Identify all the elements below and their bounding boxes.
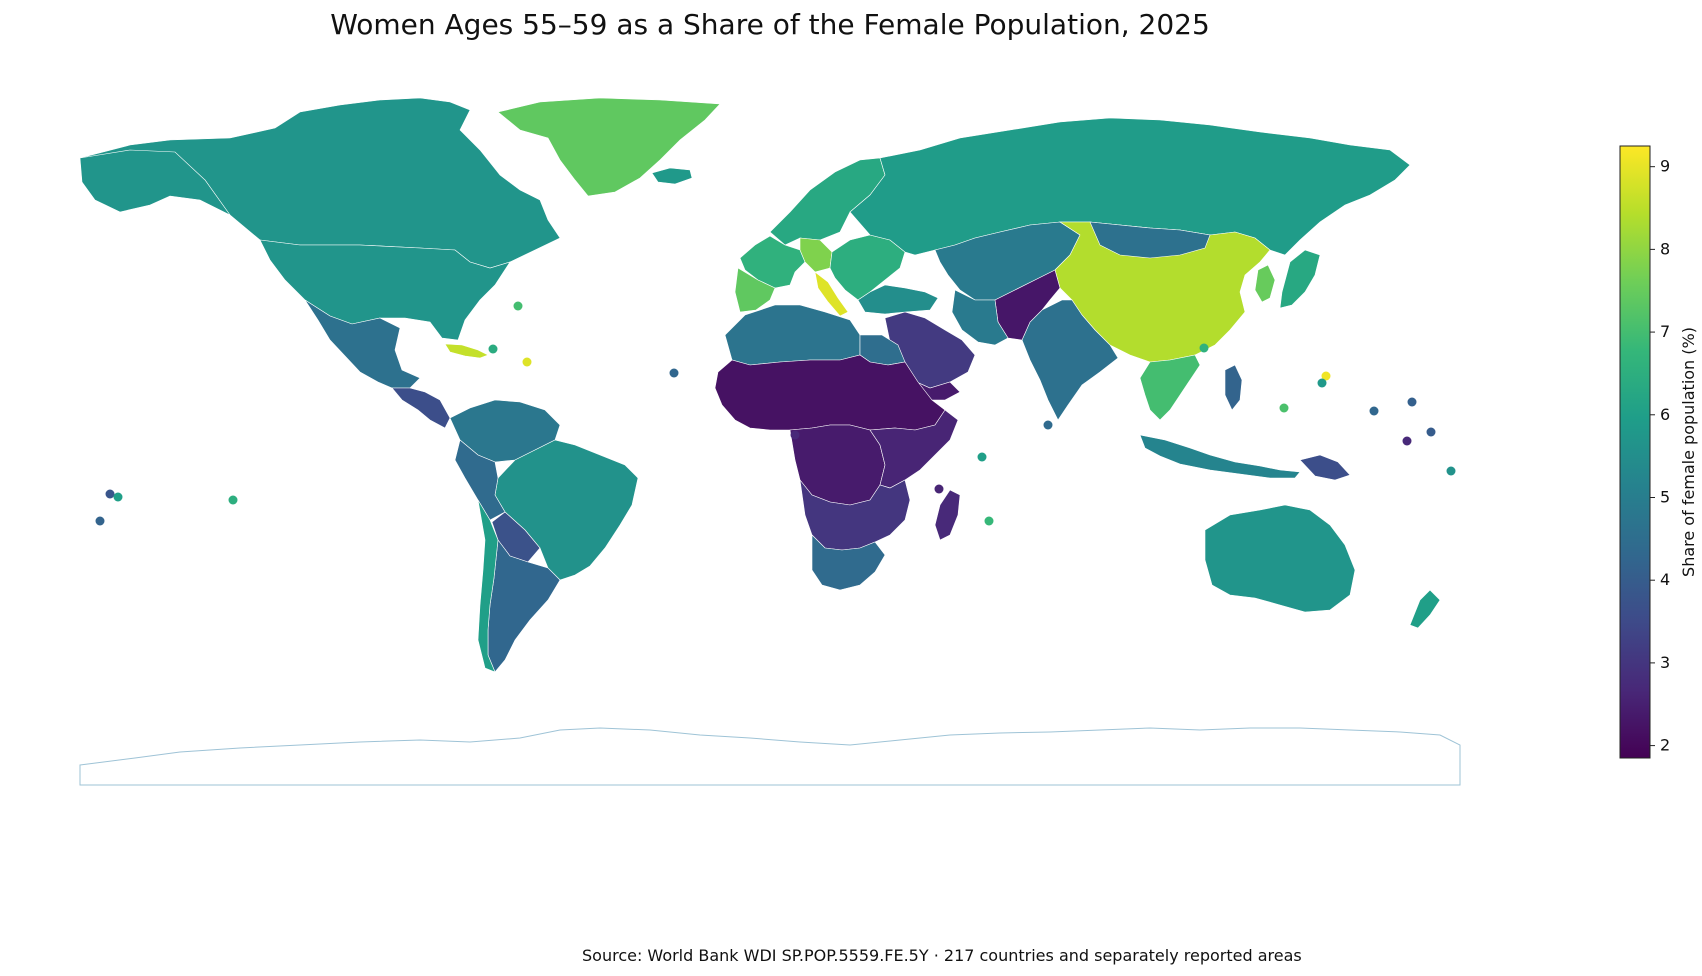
colorbar-tick-label-2: 2 [1660, 736, 1670, 755]
region-cuba [444, 343, 489, 359]
small-area-bermuda [513, 301, 523, 311]
small-area-sao-tome-and-principe [790, 430, 800, 440]
small-area-american-samoa [113, 492, 123, 502]
map-regions [79, 97, 1441, 673]
small-area-mauritius [984, 516, 994, 526]
small-area-palau [1279, 403, 1289, 413]
region-japan [1279, 249, 1321, 309]
region-mongolia [1089, 221, 1211, 259]
antarctica-shape [79, 727, 1461, 786]
map-small-areas [95, 301, 1456, 526]
region-mexico [304, 299, 421, 389]
region-australia [1204, 504, 1356, 613]
colorbar-tick-label-3: 3 [1660, 653, 1670, 672]
small-area-french-polynesia [228, 495, 238, 505]
region-greenland [497, 97, 721, 197]
small-area-hong-kong [1199, 343, 1209, 353]
small-area-seychelles [977, 452, 987, 462]
region-madagascar [934, 489, 961, 541]
region-iceland [651, 167, 693, 185]
colorbar-tick-label-7: 7 [1660, 322, 1670, 341]
colorbar-tick-label-9: 9 [1660, 157, 1670, 176]
region-iran [951, 289, 1009, 346]
region-germany [799, 237, 833, 273]
region-spain-portugal [734, 267, 776, 313]
colorbar-tick-label-8: 8 [1660, 239, 1670, 258]
region-philippines [1224, 364, 1243, 411]
region-papua-new-guinea [1299, 454, 1351, 481]
region-korea [1254, 264, 1276, 303]
map-title: Women Ages 55–59 as a Share of the Femal… [330, 8, 1210, 41]
small-area-puerto-rico [522, 357, 532, 367]
small-area-cabo-verde [669, 368, 679, 378]
colorbar-tick-label-5: 5 [1660, 487, 1670, 506]
small-area-kiribati [1407, 397, 1417, 407]
region-india [1021, 299, 1119, 421]
region-turkey [857, 284, 939, 315]
region-indonesia [1139, 434, 1301, 479]
region-italy [814, 271, 849, 317]
region-western-europe [739, 235, 806, 289]
small-area-nauru [1402, 436, 1412, 446]
small-area-tonga [95, 516, 105, 526]
colorbar-label: Share of female population (%) [1679, 327, 1698, 577]
colorbar-ticks: 2 3 4 5 6 7 8 9 [1650, 157, 1670, 755]
region-central-america [391, 387, 451, 429]
antarctica-outline [79, 727, 1461, 786]
small-area-samoa [1446, 466, 1456, 476]
small-area-northern-mariana-islands [1317, 378, 1327, 388]
region-alaska-usa [79, 149, 231, 216]
region-new-zealand [1409, 589, 1441, 629]
region-chile [477, 499, 499, 673]
region-south-africa [811, 534, 886, 591]
source-note: Source: World Bank WDI SP.POP.5559.FE.5Y… [582, 946, 1302, 965]
region-east-africa [869, 409, 959, 489]
colorbar-tick-label-6: 6 [1660, 405, 1670, 424]
colorbar: 2 3 4 5 6 7 8 9 Share of female population (%) [1619, 145, 1698, 759]
small-area-maldives [1043, 420, 1053, 430]
small-area-bahamas [488, 344, 498, 354]
small-area-guam [1321, 371, 1331, 381]
small-area-hawaii-area [105, 489, 115, 499]
small-area-comoros [934, 484, 944, 494]
colorbar-scale [1619, 145, 1651, 759]
region-southeast-asia-thailand-vietnam [1139, 354, 1201, 421]
small-area-marshall-islands [1369, 406, 1379, 416]
colorbar-tick-label-4: 4 [1660, 570, 1670, 589]
world-map [79, 97, 1461, 786]
small-area-tuvalu [1426, 427, 1436, 437]
